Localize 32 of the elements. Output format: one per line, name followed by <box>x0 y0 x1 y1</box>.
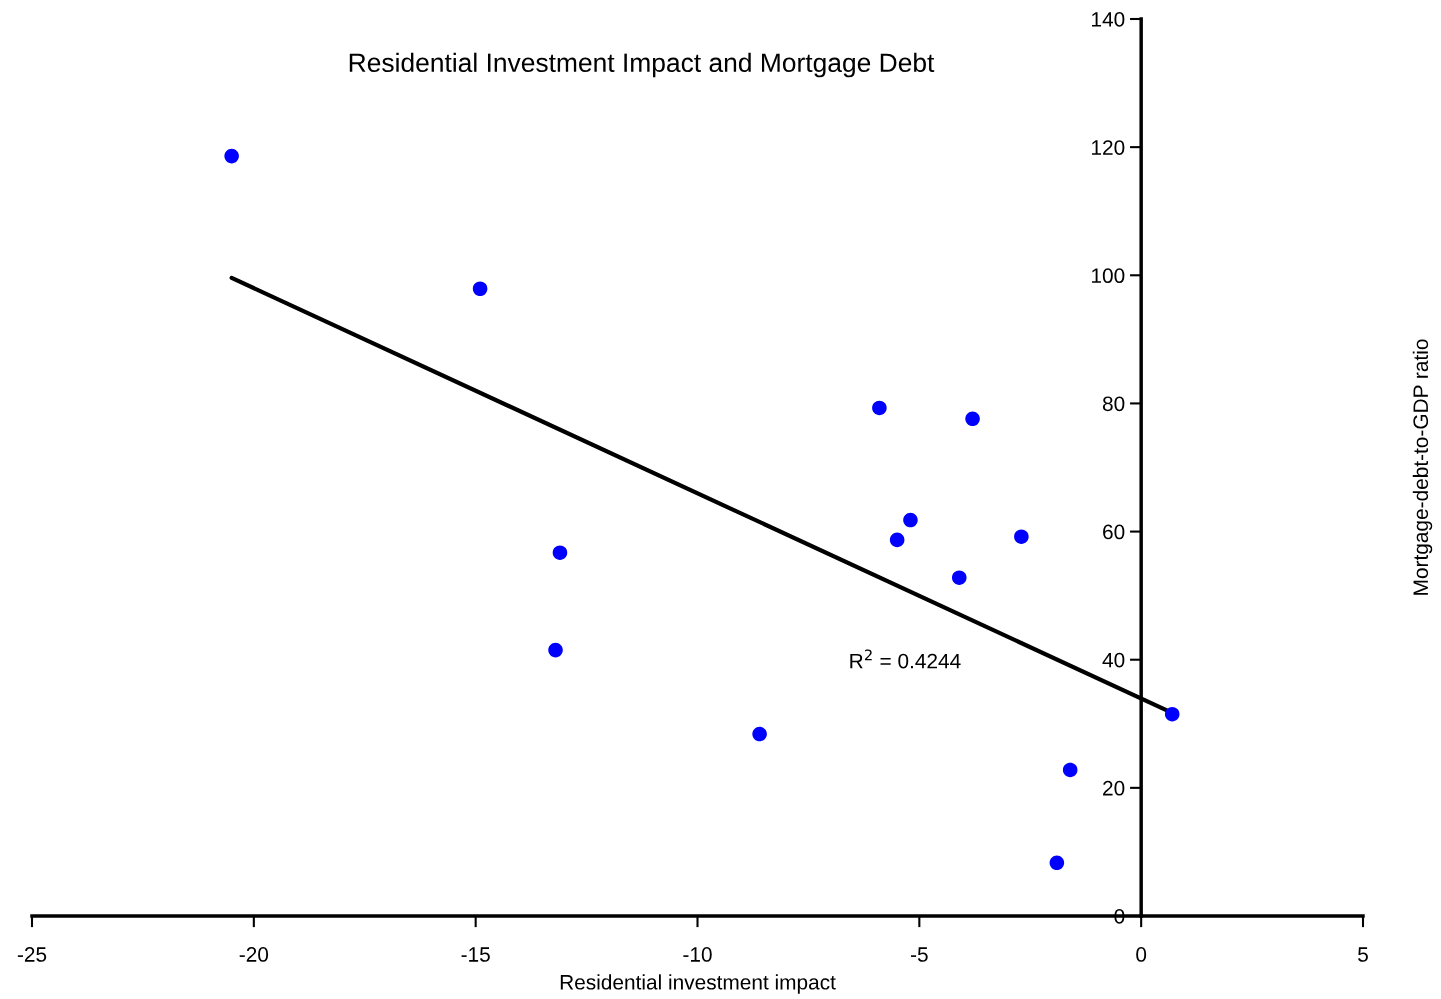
point <box>224 148 239 164</box>
x-tick-label: -25 <box>17 947 47 962</box>
point <box>1014 529 1029 544</box>
point <box>1164 706 1180 722</box>
point <box>552 545 568 560</box>
x-tick-label: -15 <box>461 947 490 962</box>
x-axis-title: Residential investment impact <box>560 974 836 994</box>
y-tick-label: 140 <box>1092 12 1125 27</box>
y-axis-title: Mortgage-debt-to-GDP ratio <box>1412 339 1433 595</box>
x-tick-label: -10 <box>683 947 712 962</box>
y-tick-label: 100 <box>1092 268 1125 284</box>
point <box>472 281 488 297</box>
x-tick-label: 5 <box>1358 947 1368 962</box>
y-tick-label: 60 <box>1103 524 1125 540</box>
point <box>1062 762 1078 778</box>
point <box>1049 855 1065 871</box>
point <box>903 512 918 528</box>
x-tick-label: -20 <box>239 947 269 962</box>
y-tick-label: 80 <box>1102 396 1125 412</box>
point <box>889 532 905 548</box>
point <box>752 726 767 742</box>
x-tick-label: -5 <box>911 947 928 962</box>
text: Residential Investment Impact and Mortgage Debt <box>349 52 935 78</box>
point <box>951 570 967 585</box>
y-tick-label: 20 <box>1103 780 1125 796</box>
y-tick-label: 120 <box>1092 140 1125 155</box>
annotation: R$^{2}$ = 0.4244 <box>850 649 961 669</box>
y-tick-label: 40 <box>1102 652 1125 668</box>
point <box>872 400 887 416</box>
point <box>548 642 563 658</box>
point <box>965 411 980 427</box>
x-tick-label: 0 <box>1136 947 1147 962</box>
